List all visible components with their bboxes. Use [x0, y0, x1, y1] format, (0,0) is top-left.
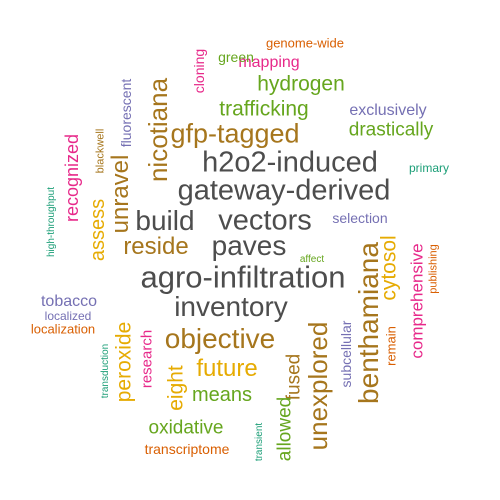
word-peroxide: peroxide	[112, 321, 136, 403]
word-drastically: drastically	[348, 119, 434, 141]
word-inventory: inventory	[174, 291, 288, 322]
word-subcellular: subcellular	[338, 320, 354, 388]
word-objective: objective	[164, 323, 276, 354]
word-unexplored: unexplored	[303, 321, 333, 451]
word-cloning: cloning	[191, 48, 207, 94]
word-build: build	[135, 205, 195, 236]
word-exclusively: exclusively	[349, 102, 427, 119]
word-comprehensive: comprehensive	[407, 243, 427, 359]
word-nicotiana: nicotiana	[143, 77, 173, 183]
word-high-throughput: high-throughput	[46, 186, 57, 258]
word-blackwell: blackwell	[94, 128, 107, 174]
word-future: future	[196, 355, 258, 382]
word-hydrogen: hydrogen	[257, 72, 345, 96]
word-transcriptome: transcriptome	[144, 441, 230, 457]
word-reside: reside	[123, 233, 189, 260]
word-agro-infiltration: agro-infiltration	[140, 259, 346, 295]
word-unravel: unravel	[107, 154, 134, 234]
word-localized: localized	[44, 309, 92, 323]
word-genome-wide: genome-wide	[265, 35, 345, 51]
word-gfp-tagged: gfp-tagged	[170, 118, 300, 149]
word-h2o2-induced: h2o2-induced	[202, 146, 378, 179]
word-tobacco: tobacco	[40, 293, 98, 310]
word-remain: remain	[383, 326, 399, 366]
word-vectors: vectors	[218, 204, 312, 237]
word-primary: primary	[408, 161, 450, 175]
word-localization: localization	[30, 321, 96, 337]
word-assess: assess	[87, 198, 109, 262]
word-allowed: allowed	[274, 396, 296, 462]
word-green: green	[218, 49, 254, 65]
word-means: means	[191, 384, 253, 406]
word-mapping: mapping	[238, 54, 300, 71]
word-paves: paves	[211, 230, 287, 261]
word-gateway-derived: gateway-derived	[177, 174, 391, 207]
word-research: research	[138, 329, 156, 389]
word-selection: selection	[332, 210, 388, 226]
word-transient: transient	[254, 422, 265, 462]
word-trafficking: trafficking	[219, 97, 309, 121]
word-publishing: publishing	[427, 244, 440, 294]
word-fluorescent: fluorescent	[118, 78, 134, 148]
word-cytosol: cytosol	[377, 235, 401, 301]
word-fused: fused	[283, 353, 305, 401]
word-oxidative: oxidative	[148, 417, 224, 439]
word-affect: affect	[299, 254, 325, 265]
word-recognized: recognized	[62, 133, 82, 223]
word-eight: eight	[164, 365, 188, 411]
word-transduction: transduction	[100, 343, 111, 399]
